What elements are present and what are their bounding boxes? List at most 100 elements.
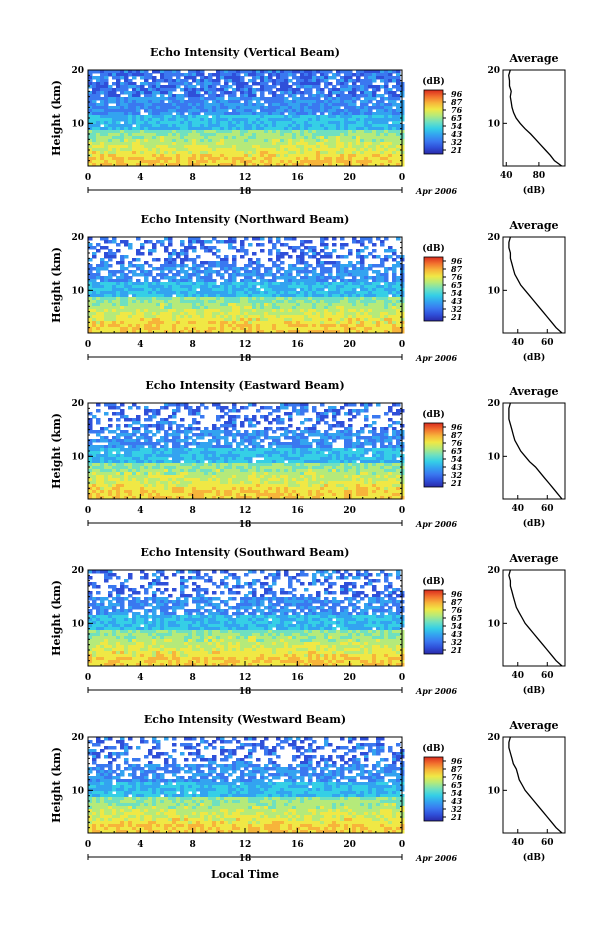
heatmap-cell — [124, 97, 129, 101]
heatmap-cell — [348, 418, 353, 422]
heatmap-cell — [152, 249, 157, 253]
heatmap-cell — [124, 285, 129, 289]
heatmap-cell — [304, 88, 309, 92]
heatmap-cell — [356, 315, 361, 319]
heatmap-cell — [92, 297, 97, 301]
heatmap-cell — [252, 91, 257, 95]
heatmap-cell — [372, 94, 377, 98]
heatmap-cell — [304, 285, 309, 289]
heatmap-cell — [264, 100, 269, 104]
heatmap-cell — [96, 145, 101, 149]
heatmap-cell — [196, 115, 201, 119]
heatmap-cell — [92, 109, 97, 113]
heatmap-cell — [288, 273, 293, 277]
heatmap-cell — [380, 100, 385, 104]
heatmap-cell — [380, 430, 385, 434]
heatmap-cell — [248, 327, 253, 331]
heatmap-cell — [324, 321, 329, 325]
heatmap-cell — [312, 321, 317, 325]
heatmap-cell — [228, 73, 233, 77]
heatmap-cell — [356, 321, 361, 325]
heatmap-cell — [352, 94, 357, 98]
heatmap-cell — [124, 160, 129, 164]
heatmap-cell — [388, 127, 393, 131]
heatmap-cell — [324, 70, 329, 74]
heatmap-cell — [324, 76, 329, 80]
heatmap-cell — [216, 403, 221, 407]
heatmap-cell — [328, 267, 333, 271]
average-title: Average — [508, 52, 558, 65]
heatmap-cell — [220, 309, 225, 313]
heatmap-cell — [184, 79, 189, 83]
heatmap-cell — [240, 106, 245, 110]
heatmap-cell — [156, 288, 161, 292]
heatmap-cell — [180, 270, 185, 274]
heatmap-cell — [244, 237, 249, 241]
heatmap-cell — [284, 151, 289, 155]
heatmap-cell — [156, 112, 161, 116]
average-x-tick-label: 40 — [500, 171, 513, 181]
heatmap-cell — [396, 157, 401, 161]
heatmap-cell — [340, 309, 345, 313]
heatmap-cell — [356, 430, 361, 434]
heatmap-cell — [92, 103, 97, 107]
heatmap-cell — [368, 285, 373, 289]
heatmap-cell — [112, 270, 117, 274]
heatmap-cell — [188, 112, 193, 116]
heatmap-cell — [204, 91, 209, 95]
heatmap-cell — [244, 321, 249, 325]
heatmap-cell — [348, 130, 353, 134]
heatmap-cell — [236, 142, 241, 146]
heatmap-cell — [236, 430, 241, 434]
heatmap-cell — [324, 312, 329, 316]
heatmap-cell — [104, 112, 109, 116]
heatmap-cell — [100, 276, 105, 280]
heatmap-cell — [340, 163, 345, 167]
heatmap-cell — [144, 100, 149, 104]
heatmap-cell — [232, 112, 237, 116]
heatmap-cell — [256, 139, 261, 143]
heatmap-cell — [120, 261, 125, 265]
heatmap-cell — [116, 124, 121, 128]
heatmap-cell — [248, 258, 253, 262]
heatmap-cell — [272, 151, 277, 155]
heatmap-cell — [172, 163, 177, 167]
heatmap-cell — [168, 85, 173, 89]
panel-title: Echo Intensity (Vertical Beam) — [150, 46, 340, 59]
heatmap-cell — [180, 118, 185, 122]
heatmap-cell — [124, 306, 129, 310]
heatmap-cell — [204, 288, 209, 292]
heatmap-cell — [160, 76, 165, 80]
heatmap-cell — [356, 85, 361, 89]
heatmap-cell — [368, 124, 373, 128]
heatmap-cell — [280, 91, 285, 95]
heatmap-cell — [288, 415, 293, 419]
heatmap-cell — [248, 91, 253, 95]
heatmap-cell — [108, 106, 113, 110]
heatmap-cell — [376, 306, 381, 310]
heatmap-cell — [248, 163, 253, 167]
heatmap-cell — [312, 294, 317, 298]
heatmap-cell — [188, 412, 193, 416]
heatmap-cell — [284, 130, 289, 134]
heatmap-cell — [216, 427, 221, 431]
heatmap-cell — [192, 264, 197, 268]
heatmap-cell — [336, 412, 341, 416]
heatmap-cell — [340, 303, 345, 307]
heatmap-cell — [344, 88, 349, 92]
heatmap-cell — [208, 273, 213, 277]
heatmap-cell — [140, 327, 145, 331]
heatmap-cell — [224, 109, 229, 113]
heatmap-cell — [384, 160, 389, 164]
heatmap-cell — [356, 148, 361, 152]
heatmap-cell — [96, 267, 101, 271]
heatmap-cell — [312, 85, 317, 89]
heatmap-cell — [228, 70, 233, 74]
heatmap-cell — [228, 151, 233, 155]
heatmap-cell — [304, 270, 309, 274]
heatmap-cell — [184, 160, 189, 164]
heatmap-cell — [116, 130, 121, 134]
heatmap-cell — [96, 330, 101, 334]
heatmap-cell — [168, 79, 173, 83]
heatmap-cell — [364, 415, 369, 419]
